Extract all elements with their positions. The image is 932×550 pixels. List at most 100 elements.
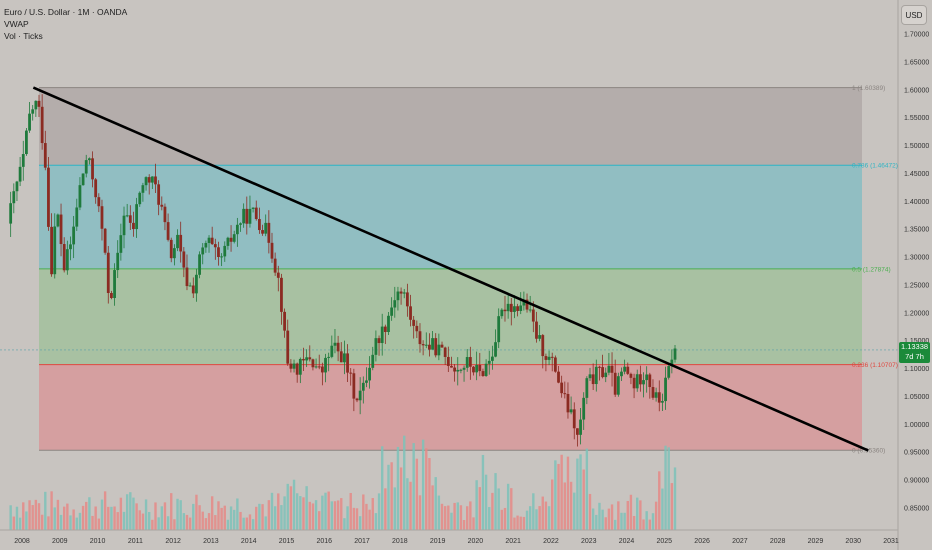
volume-bar — [610, 504, 614, 530]
volume-bar — [409, 481, 412, 530]
volume-bar — [636, 497, 639, 530]
y-tick-label: 1.15000 — [904, 338, 929, 345]
candle-body — [610, 365, 614, 373]
candle-body — [645, 374, 649, 381]
candle-body — [169, 239, 173, 259]
volume-bar — [380, 446, 384, 530]
fib-label-0: 0 (0.95360) — [852, 448, 885, 455]
x-tick-label: 2021 — [505, 538, 521, 545]
volume-bar — [620, 512, 623, 530]
candle-body — [75, 207, 79, 227]
candle-body — [538, 335, 542, 339]
vwap-indicator-label[interactable]: VWAP — [4, 19, 29, 29]
volume-bar — [47, 516, 50, 530]
volume-bar — [119, 497, 123, 530]
y-tick-label: 1.35000 — [904, 227, 929, 234]
volume-bar — [513, 517, 516, 530]
candle-body — [582, 397, 586, 420]
volume-bar — [355, 508, 359, 530]
candle-body — [657, 392, 661, 403]
candle-body — [116, 252, 120, 271]
fib-zone-0.5 — [39, 268, 862, 365]
volume-bar — [214, 515, 217, 530]
volume-bar — [289, 486, 293, 530]
volume-bar — [157, 517, 160, 530]
volume-bar — [478, 487, 481, 530]
volume-bar — [428, 457, 431, 530]
x-tick-label: 2020 — [468, 538, 484, 545]
candle-body — [535, 321, 538, 339]
candle-body — [327, 356, 331, 358]
symbol-title[interactable]: Euro / U.S. Dollar · 1M · OANDA — [4, 7, 128, 17]
candle-body — [59, 214, 63, 245]
volume-bar — [273, 506, 277, 530]
volume-bar — [673, 467, 677, 530]
candle-body — [9, 203, 13, 224]
volume-bar — [566, 456, 570, 530]
candle-body — [204, 242, 208, 248]
candle-body — [585, 378, 589, 398]
volume-bar — [434, 477, 437, 530]
volume-bar — [261, 504, 264, 530]
candle-body — [428, 344, 431, 350]
x-tick-label: 2009 — [52, 538, 68, 545]
volume-bar — [267, 500, 271, 530]
fib-zone-1 — [39, 87, 862, 166]
volume-bar — [91, 515, 94, 530]
last-price-value: 1.13338 — [900, 342, 929, 351]
candle-body — [516, 306, 519, 311]
candle-body — [72, 226, 76, 245]
volume-bar — [456, 502, 459, 530]
candle-body — [317, 366, 321, 368]
volume-bar — [365, 503, 368, 530]
candle-body — [188, 285, 192, 287]
candle-body — [305, 357, 309, 361]
candle-body — [267, 222, 271, 243]
candle-body — [377, 338, 381, 344]
candle-body — [670, 359, 674, 367]
volume-bar — [182, 513, 186, 530]
volume-indicator-label[interactable]: Vol · Ticks — [4, 31, 43, 41]
volume-bar — [229, 506, 233, 530]
volume-bar — [415, 458, 419, 530]
volume-bar — [170, 493, 173, 530]
candle-body — [607, 365, 611, 373]
candle-body — [40, 106, 44, 144]
volume-bar — [349, 492, 352, 530]
candle-body — [295, 363, 299, 375]
volume-bar — [664, 445, 667, 530]
volume-bar — [280, 505, 283, 530]
volume-bar — [645, 511, 648, 530]
volume-bar — [132, 497, 135, 530]
candle-body — [254, 207, 258, 220]
volume-bar — [94, 506, 97, 530]
volume-bar — [72, 509, 75, 530]
x-tick-label: 2017 — [354, 538, 370, 545]
volume-bar — [107, 506, 110, 530]
candle-body — [399, 291, 403, 294]
candle-body — [531, 309, 535, 322]
candle-body — [207, 237, 211, 243]
volume-bar — [75, 517, 78, 530]
candle-body — [141, 185, 145, 193]
x-tick-label: 2018 — [392, 538, 408, 545]
candle-body — [15, 181, 19, 192]
candle-body — [506, 303, 510, 312]
candle-body — [572, 409, 576, 429]
volume-bar — [412, 443, 415, 530]
candle-body — [210, 237, 214, 245]
candle-body — [179, 234, 183, 252]
candle-body — [154, 176, 157, 185]
candle-body — [547, 356, 551, 360]
volume-bar — [642, 519, 645, 530]
candle-body — [91, 158, 94, 180]
volume-bar — [387, 464, 390, 530]
trendline — [32, 86, 869, 452]
chart-header: Euro / U.S. Dollar · 1M · OANDA VWAP Vol… — [4, 6, 127, 42]
candle-body — [453, 367, 457, 372]
y-tick-label: 1.20000 — [904, 310, 929, 317]
volume-bar — [251, 519, 255, 530]
currency-button[interactable]: USD — [901, 5, 927, 25]
candle-body — [560, 382, 564, 394]
